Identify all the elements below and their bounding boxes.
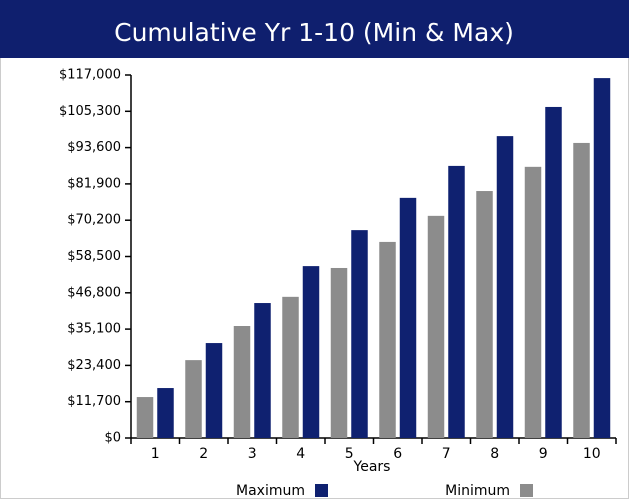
y-tick-label: $35,100 bbox=[67, 322, 121, 337]
y-tick-label: $105,300 bbox=[59, 104, 121, 119]
x-tick-label: 4 bbox=[296, 446, 305, 462]
bar bbox=[524, 166, 542, 439]
x-tick-label: 6 bbox=[393, 446, 402, 462]
y-tick-label: $46,800 bbox=[67, 285, 121, 300]
legend-label: Minimum bbox=[445, 483, 510, 499]
bar bbox=[205, 343, 223, 438]
bar bbox=[379, 241, 396, 438]
x-tick-label: 8 bbox=[490, 446, 499, 462]
legend-swatch bbox=[520, 484, 533, 497]
y-tick-label: $117,000 bbox=[59, 68, 121, 83]
bar bbox=[157, 388, 174, 438]
bar bbox=[427, 215, 445, 438]
y-tick-label: $70,200 bbox=[67, 213, 121, 228]
bar bbox=[185, 360, 202, 438]
y-tick-label: $58,500 bbox=[67, 249, 121, 264]
x-tick-label: 10 bbox=[583, 446, 601, 462]
bar bbox=[282, 296, 299, 438]
bar bbox=[448, 165, 465, 438]
y-tick-label: $11,700 bbox=[67, 394, 121, 409]
legend-swatch bbox=[315, 484, 328, 497]
x-tick-label: 5 bbox=[345, 446, 354, 462]
bar bbox=[233, 325, 251, 438]
x-axis-label: Years bbox=[353, 459, 391, 475]
bar bbox=[351, 230, 368, 438]
x-tick-label: 1 bbox=[151, 446, 160, 462]
y-tick-label: $81,900 bbox=[67, 176, 121, 191]
y-tick-label: $23,400 bbox=[67, 358, 121, 373]
bar bbox=[545, 106, 562, 438]
legend-label: Maximum bbox=[236, 483, 305, 499]
bar bbox=[302, 266, 320, 438]
x-tick-label: 9 bbox=[539, 446, 548, 462]
x-tick-label: 7 bbox=[442, 446, 451, 462]
bar bbox=[573, 142, 590, 438]
y-tick-label: $0 bbox=[104, 431, 121, 446]
bar bbox=[399, 197, 417, 438]
x-tick-label: 3 bbox=[248, 446, 257, 462]
bar bbox=[136, 397, 154, 438]
chart-title: Cumulative Yr 1-10 (Min & Max) bbox=[114, 18, 514, 47]
x-tick-label: 2 bbox=[199, 446, 208, 462]
title-banner bbox=[0, 0, 629, 58]
bar bbox=[476, 191, 493, 438]
bar bbox=[496, 136, 514, 438]
y-tick-label: $93,600 bbox=[67, 140, 121, 155]
bar bbox=[330, 267, 348, 438]
bar bbox=[254, 303, 271, 438]
bar bbox=[593, 78, 611, 438]
